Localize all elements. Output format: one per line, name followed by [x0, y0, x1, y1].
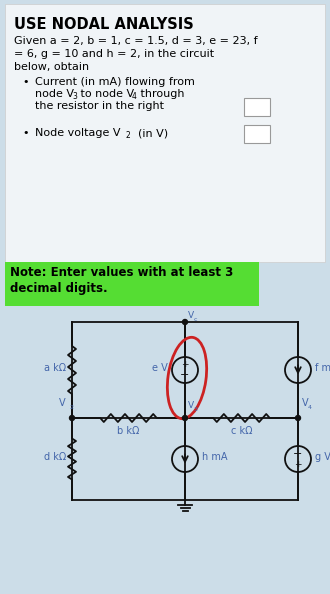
Text: V: V: [59, 398, 66, 408]
Text: Current (in mA) flowing from: Current (in mA) flowing from: [35, 77, 195, 87]
Text: +: +: [294, 460, 302, 469]
Text: 2: 2: [70, 405, 74, 410]
Circle shape: [70, 415, 75, 421]
Text: −: −: [180, 371, 190, 381]
Text: 3: 3: [194, 407, 198, 412]
Text: (in V): (in V): [131, 128, 168, 138]
Text: d kΩ: d kΩ: [44, 452, 66, 462]
Text: g V: g V: [315, 452, 330, 462]
Text: below, obtain: below, obtain: [14, 62, 89, 72]
Text: 2: 2: [126, 131, 131, 140]
Text: through: through: [137, 89, 184, 99]
Text: the resistor in the right: the resistor in the right: [35, 101, 164, 111]
Text: c: c: [194, 317, 197, 322]
FancyBboxPatch shape: [5, 4, 325, 262]
Text: −: −: [293, 448, 303, 459]
Text: 4: 4: [132, 92, 137, 101]
Text: b kΩ: b kΩ: [117, 426, 140, 436]
Text: = 6, g = 10 and h = 2, in the circuit: = 6, g = 10 and h = 2, in the circuit: [14, 49, 214, 59]
Text: USE NODAL ANALYSIS: USE NODAL ANALYSIS: [14, 17, 194, 32]
Text: a kΩ: a kΩ: [44, 363, 66, 373]
Text: V: V: [302, 398, 309, 408]
FancyBboxPatch shape: [244, 125, 270, 143]
Text: to node V: to node V: [77, 89, 134, 99]
Circle shape: [182, 415, 187, 421]
Text: •: •: [22, 77, 28, 87]
Text: node V: node V: [35, 89, 74, 99]
Text: f mA: f mA: [315, 363, 330, 373]
Circle shape: [182, 320, 187, 324]
Text: 4: 4: [308, 405, 312, 410]
Text: decimal digits.: decimal digits.: [10, 282, 108, 295]
Text: c kΩ: c kΩ: [231, 426, 252, 436]
Text: V: V: [188, 401, 194, 410]
FancyBboxPatch shape: [5, 262, 259, 306]
Text: Given a = 2, b = 1, c = 1.5, d = 3, e = 23, f: Given a = 2, b = 1, c = 1.5, d = 3, e = …: [14, 36, 258, 46]
Text: h mA: h mA: [202, 452, 227, 462]
Circle shape: [295, 415, 301, 421]
Text: e V: e V: [152, 363, 168, 373]
Text: Node voltage V: Node voltage V: [35, 128, 120, 138]
FancyBboxPatch shape: [244, 98, 270, 116]
Text: +: +: [181, 360, 189, 369]
Text: Note: Enter values with at least 3: Note: Enter values with at least 3: [10, 266, 233, 279]
Text: 3: 3: [72, 92, 77, 101]
Text: V: V: [188, 311, 194, 320]
Text: •: •: [22, 128, 28, 138]
